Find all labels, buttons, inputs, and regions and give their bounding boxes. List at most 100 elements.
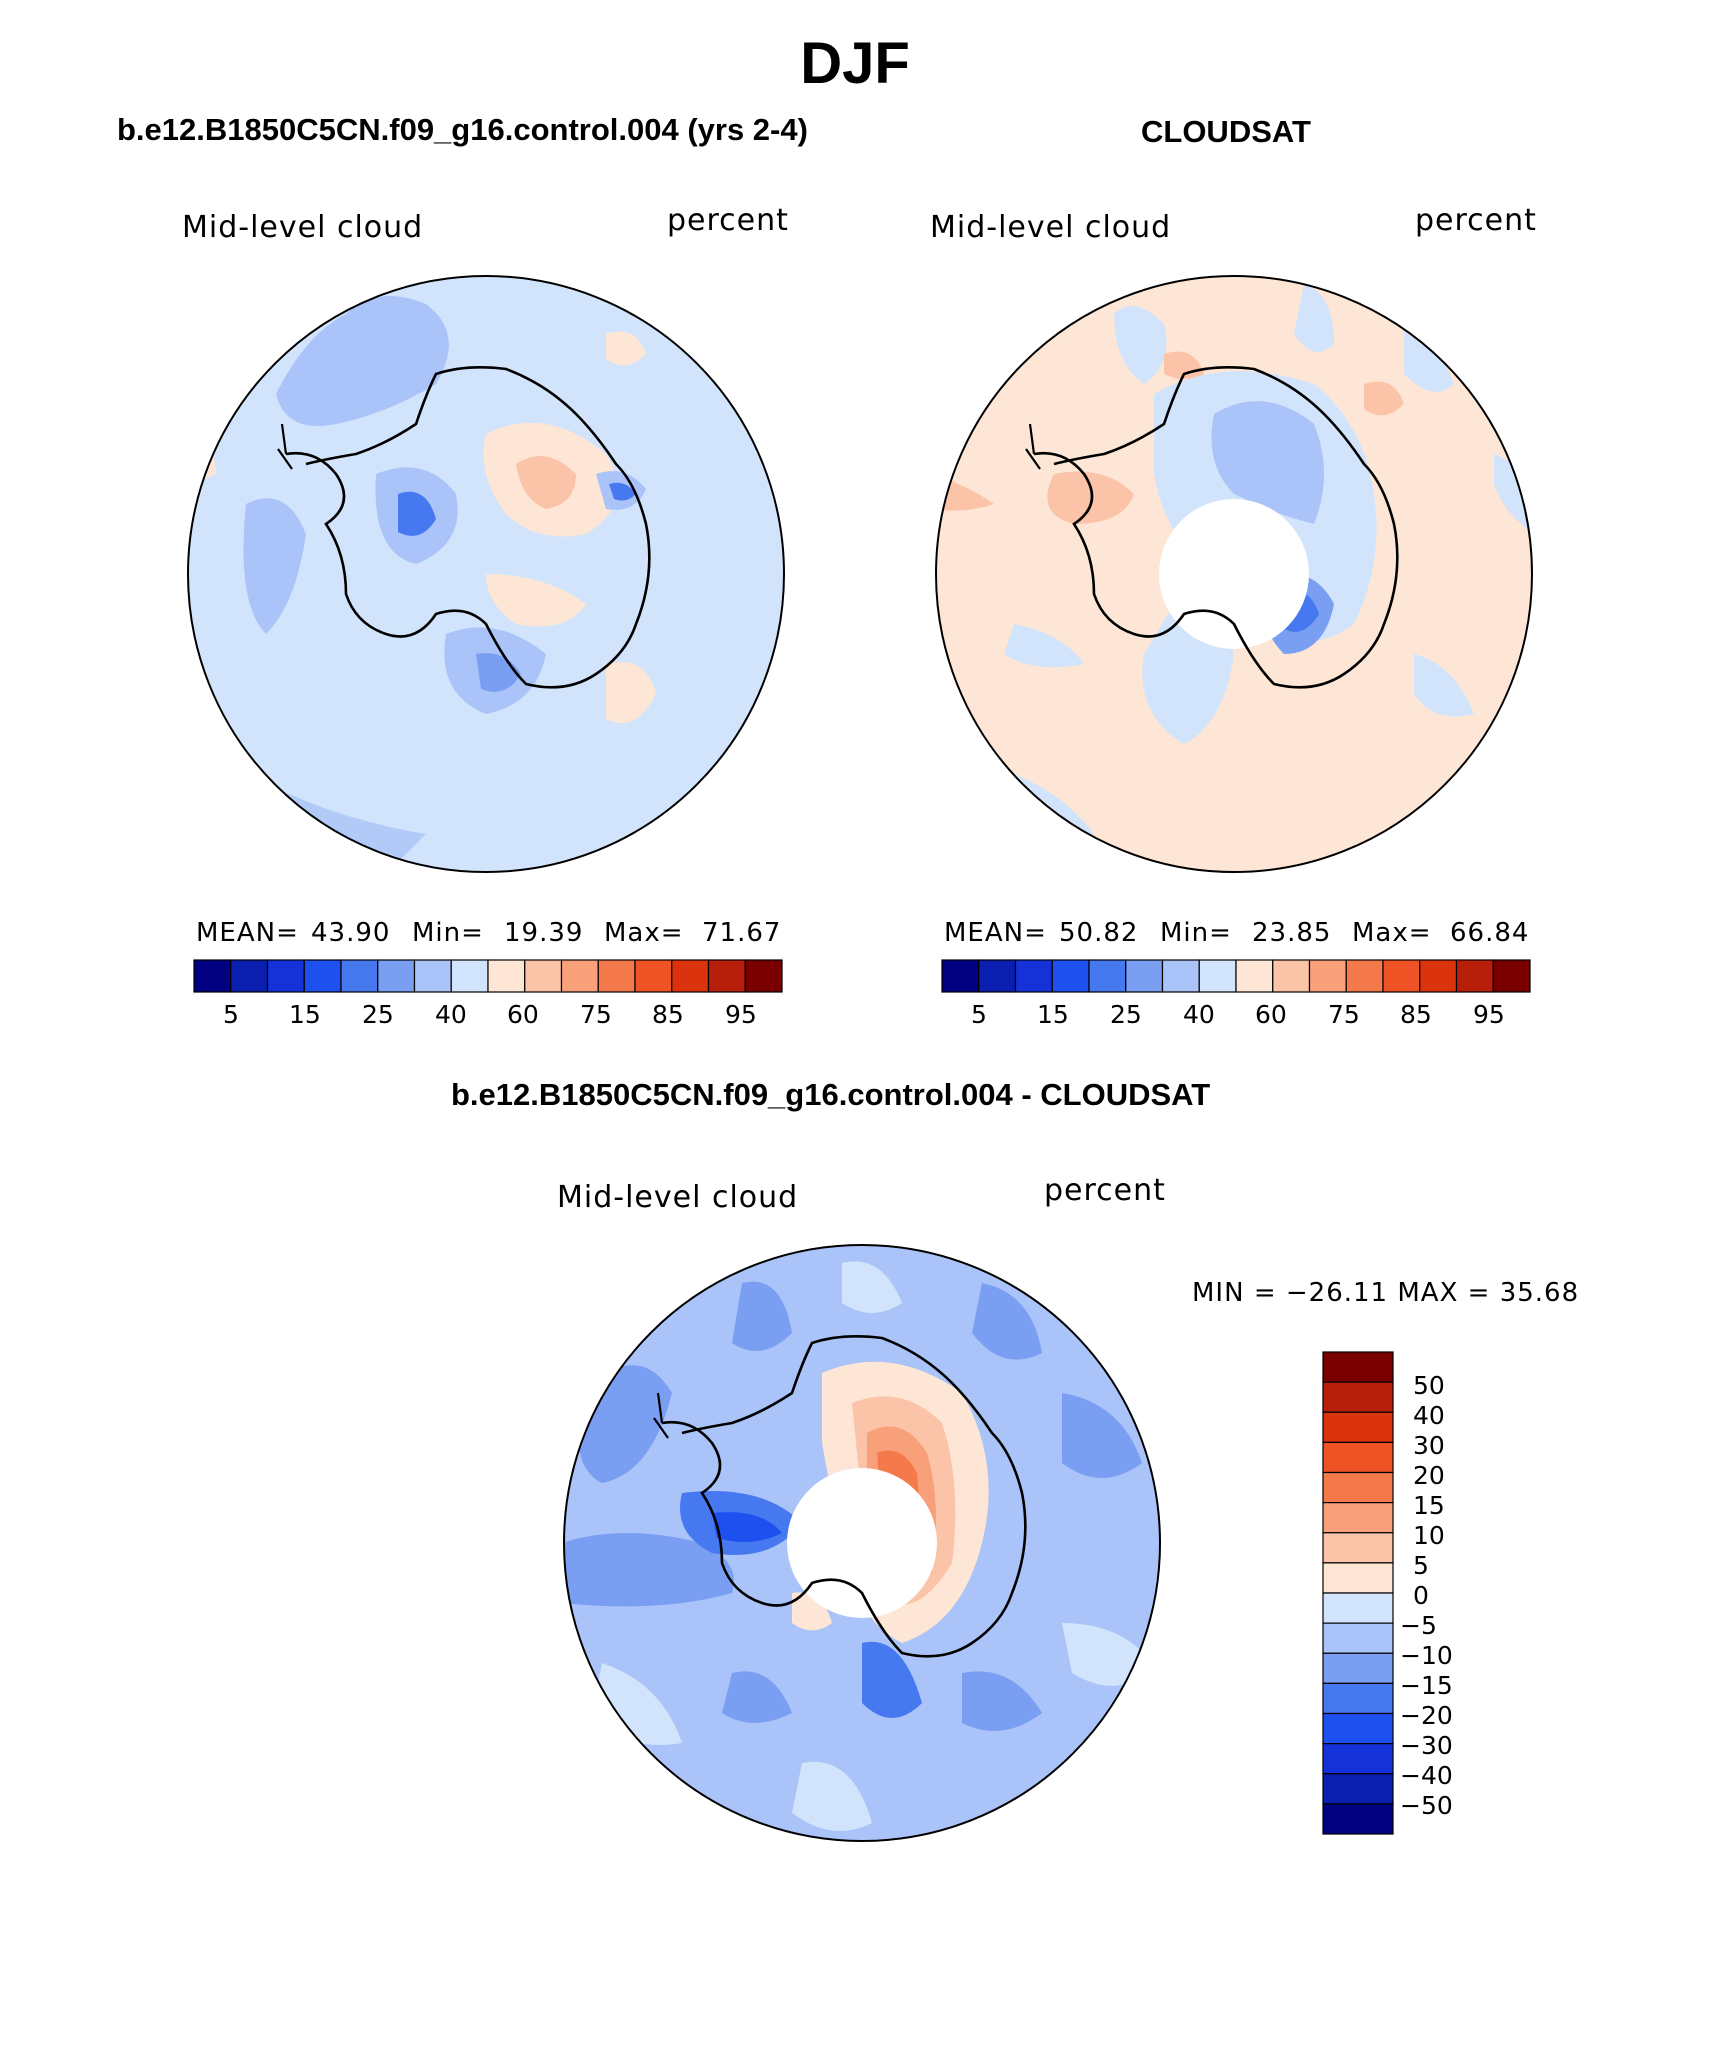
colorbar-swatch xyxy=(707,959,746,993)
colorbar-swatch xyxy=(744,959,783,993)
diff-minmax-text: MIN = −26.11 MAX = 35.68 xyxy=(1192,1278,1580,1308)
colorbar-swatch xyxy=(303,959,342,993)
colorbar-swatch xyxy=(1272,959,1311,993)
diff-colorbar-tick: 30 xyxy=(1413,1431,1445,1460)
colorbar-swatch xyxy=(634,959,673,993)
diff-colorbar-tick: −50 xyxy=(1400,1791,1453,1820)
model-min-value: 19.39 xyxy=(504,918,584,948)
colorbar-swatch xyxy=(978,959,1017,993)
obs-title: CLOUDSAT xyxy=(1141,114,1311,149)
model-colorbar-tick: 15 xyxy=(289,1000,321,1029)
diff-colorbar-tick: −5 xyxy=(1400,1611,1437,1640)
obs-min-value: 23.85 xyxy=(1252,918,1332,948)
model-colorbar-tick: 85 xyxy=(652,1000,684,1029)
diff-units-label: percent xyxy=(1044,1173,1166,1208)
colorbar-swatch xyxy=(1322,1562,1394,1594)
obs-colorbar-tick: 60 xyxy=(1255,1000,1287,1029)
colorbar-swatch xyxy=(1345,959,1384,993)
colorbar-swatch xyxy=(1322,1622,1394,1654)
colorbar-swatch xyxy=(193,959,232,993)
colorbar-swatch xyxy=(1322,1441,1394,1474)
obs-colorbar-tick: 75 xyxy=(1328,1000,1360,1029)
colorbar-swatch xyxy=(1382,959,1421,993)
obs-colorbar-tick: 5 xyxy=(971,1000,987,1029)
colorbar-swatch xyxy=(1322,1592,1394,1624)
model-colorbar xyxy=(193,959,783,993)
difference-polar-map xyxy=(563,1244,1161,1842)
colorbar-swatch xyxy=(524,959,563,993)
model-colorbar-tick: 25 xyxy=(362,1000,394,1029)
diff-colorbar-tick: 10 xyxy=(1413,1521,1445,1550)
diff-colorbar-tick: −30 xyxy=(1400,1731,1453,1760)
diff-colorbar-tick: 15 xyxy=(1413,1491,1445,1520)
obs-variable-label: Mid-level cloud xyxy=(930,210,1172,245)
difference-colorbar xyxy=(1322,1351,1394,1835)
model-max-label: Max= xyxy=(604,918,684,948)
diff-colorbar-tick: −20 xyxy=(1400,1701,1453,1730)
colorbar-swatch xyxy=(1322,1471,1394,1504)
diff-colorbar-tick: −10 xyxy=(1400,1641,1453,1670)
colorbar-swatch xyxy=(340,959,379,993)
colorbar-swatch xyxy=(1419,959,1458,993)
colorbar-swatch xyxy=(1322,1351,1394,1383)
difference-title: b.e12.B1850C5CN.f09_g16.control.004 - CL… xyxy=(451,1077,1211,1112)
model-mean-label: MEAN= xyxy=(196,918,299,948)
obs-min-label: Min= xyxy=(1160,918,1232,948)
model-colorbar-tick: 60 xyxy=(507,1000,539,1029)
colorbar-swatch xyxy=(413,959,452,993)
obs-colorbar-tick: 15 xyxy=(1037,1000,1069,1029)
colorbar-swatch xyxy=(1322,1652,1394,1684)
model-colorbar-tick: 75 xyxy=(580,1000,612,1029)
colorbar-swatch xyxy=(1322,1743,1394,1775)
obs-max-value: 66.84 xyxy=(1450,918,1530,948)
diff-variable-label: Mid-level cloud xyxy=(557,1180,799,1215)
diff-colorbar-tick: 5 xyxy=(1413,1551,1429,1580)
colorbar-swatch xyxy=(1014,959,1053,993)
colorbar-swatch xyxy=(1322,1773,1394,1805)
model-max-value: 71.67 xyxy=(702,918,782,948)
model-mean-value: 43.90 xyxy=(311,918,391,948)
colorbar-swatch xyxy=(1235,959,1274,993)
colorbar-swatch xyxy=(1308,959,1347,993)
diff-colorbar-tick: 20 xyxy=(1413,1461,1445,1490)
diff-colorbar-tick: 40 xyxy=(1413,1401,1445,1430)
colorbar-swatch xyxy=(941,959,980,993)
obs-mean-label: MEAN= xyxy=(944,918,1047,948)
colorbar-swatch xyxy=(1125,959,1164,993)
colorbar-swatch xyxy=(1322,1712,1394,1745)
colorbar-swatch xyxy=(266,959,305,993)
season-title: DJF xyxy=(800,31,910,96)
model-colorbar-tick: 5 xyxy=(223,1000,239,1029)
diff-colorbar-tick: 0 xyxy=(1413,1581,1429,1610)
model-colorbar-tick: 95 xyxy=(725,1000,757,1029)
diff-colorbar-tick: −40 xyxy=(1400,1761,1453,1790)
obs-mean-value: 50.82 xyxy=(1059,918,1139,948)
obs-polar-map xyxy=(935,275,1533,873)
obs-colorbar-tick: 95 xyxy=(1473,1000,1505,1029)
diff-colorbar-tick: −15 xyxy=(1400,1671,1453,1700)
colorbar-swatch xyxy=(1322,1381,1394,1413)
obs-colorbar-tick: 40 xyxy=(1183,1000,1215,1029)
colorbar-swatch xyxy=(671,959,710,993)
model-polar-map xyxy=(187,275,785,873)
obs-max-label: Max= xyxy=(1352,918,1432,948)
colorbar-swatch xyxy=(450,959,489,993)
obs-colorbar-tick: 85 xyxy=(1400,1000,1432,1029)
colorbar-swatch xyxy=(1322,1803,1394,1835)
model-colorbar-tick: 40 xyxy=(435,1000,467,1029)
obs-colorbar xyxy=(941,959,1531,993)
colorbar-swatch xyxy=(1322,1502,1394,1534)
colorbar-swatch xyxy=(1322,1532,1394,1564)
colorbar-swatch xyxy=(230,959,269,993)
colorbar-swatch xyxy=(1161,959,1200,993)
colorbar-swatch xyxy=(1455,959,1494,993)
colorbar-swatch xyxy=(1051,959,1090,993)
colorbar-swatch xyxy=(1198,959,1237,993)
obs-colorbar-tick: 25 xyxy=(1110,1000,1142,1029)
colorbar-swatch xyxy=(377,959,416,993)
colorbar-swatch xyxy=(597,959,636,993)
diff-colorbar-tick: 50 xyxy=(1413,1371,1445,1400)
colorbar-swatch xyxy=(487,959,526,993)
model-units-label: percent xyxy=(667,203,789,238)
colorbar-swatch xyxy=(1322,1682,1394,1715)
